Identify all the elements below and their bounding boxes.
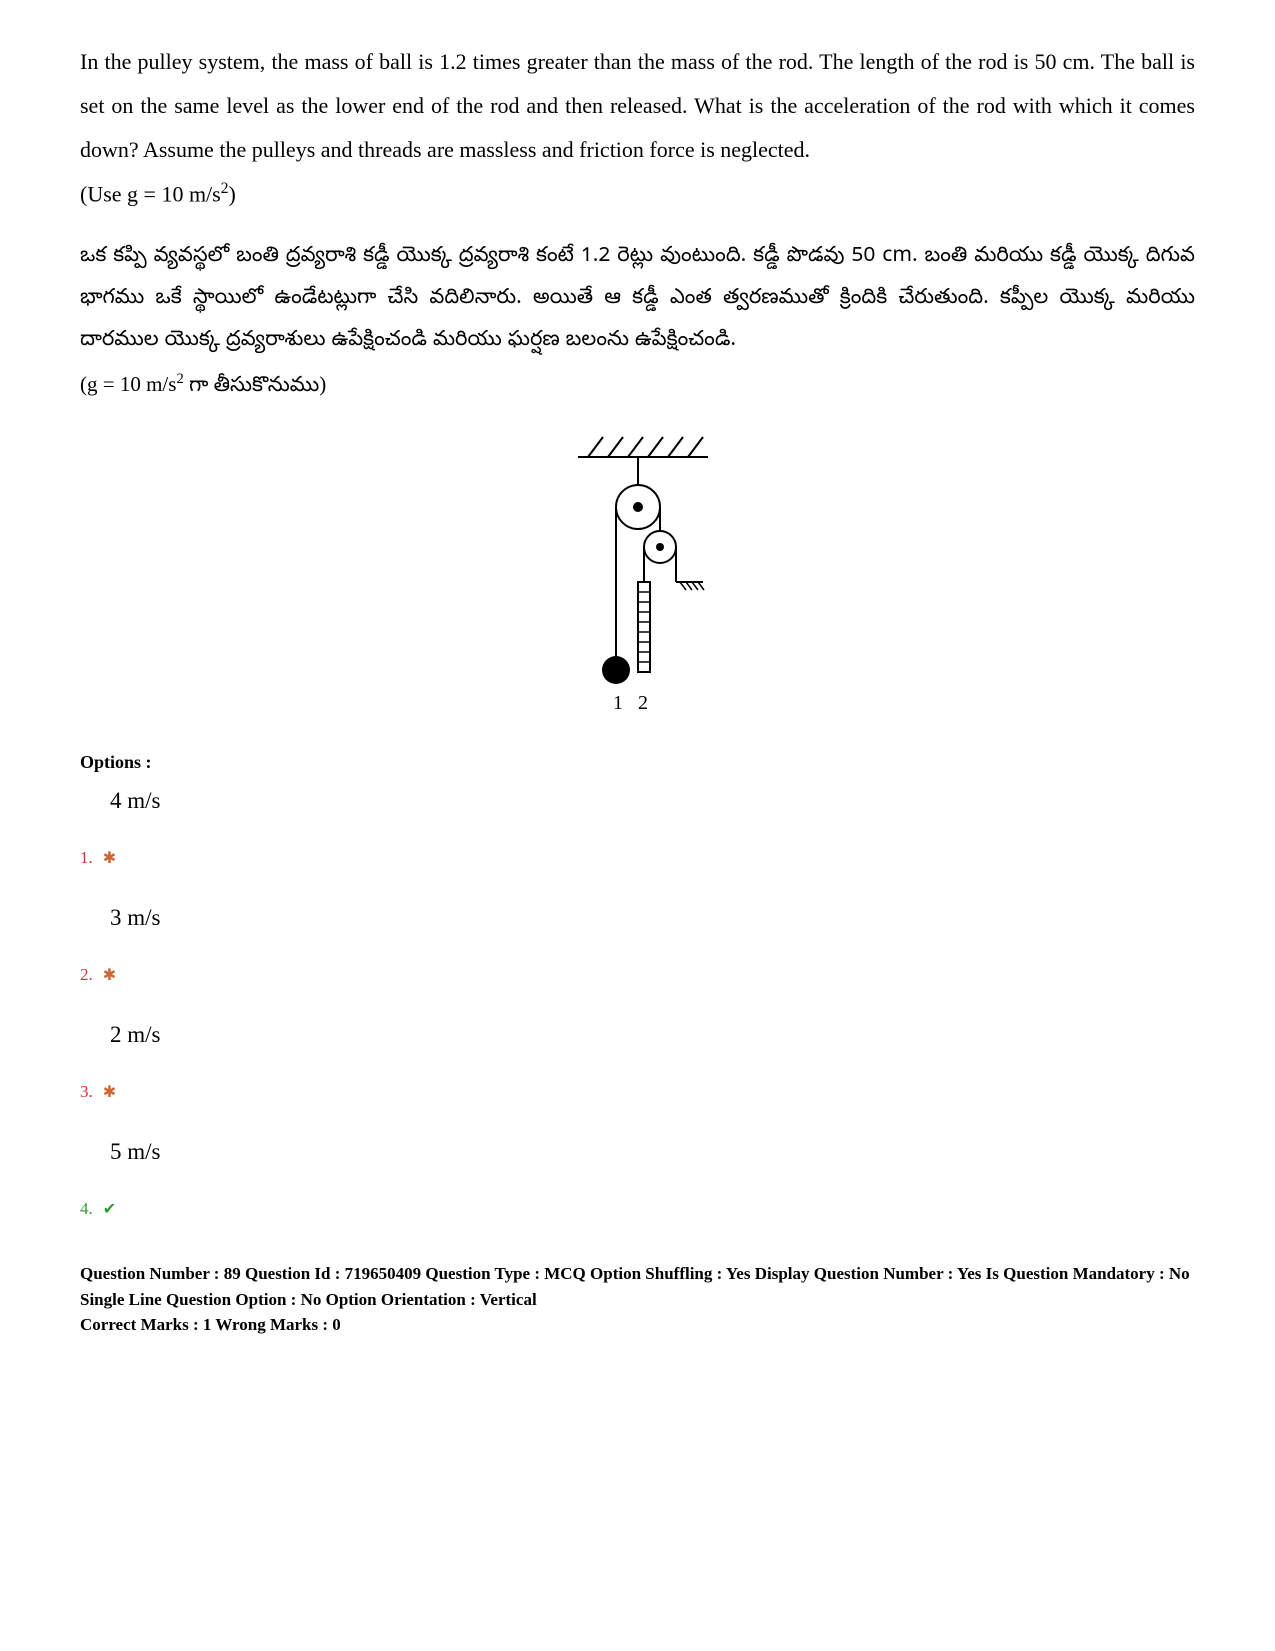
option-2: 3 m/s xyxy=(80,905,1195,965)
correct-mark-icon: ✔ xyxy=(103,1199,116,1221)
meta-line-1: Question Number : 89 Question Id : 71965… xyxy=(80,1261,1195,1312)
svg-text:1: 1 xyxy=(613,692,623,714)
question-english: In the pulley system, the mass of ball i… xyxy=(80,40,1195,172)
gravity-note-english: (Use g = 10 m/s2) xyxy=(80,180,1195,207)
svg-text:2: 2 xyxy=(638,692,648,714)
options-header: Options : xyxy=(80,752,1195,773)
pulley-diagram: 1 2 xyxy=(80,427,1195,722)
option-3-value: 2 m/s xyxy=(110,1022,160,1048)
wrong-mark-icon: ✱ xyxy=(103,848,116,870)
option-2-value: 3 m/s xyxy=(110,905,160,931)
meta-line-2: Correct Marks : 1 Wrong Marks : 0 xyxy=(80,1312,1195,1338)
option-1-number: 1. xyxy=(80,848,93,870)
option-1-value: 4 m/s xyxy=(110,788,160,814)
option-4-number: 4. xyxy=(80,1199,93,1221)
option-3: 2 m/s xyxy=(80,1022,1195,1082)
option-3-number: 3. xyxy=(80,1082,93,1104)
wrong-mark-icon: ✱ xyxy=(103,1082,116,1104)
option-4-value: 5 m/s xyxy=(110,1139,160,1165)
wrong-mark-icon: ✱ xyxy=(103,965,116,987)
option-4: 5 m/s xyxy=(80,1139,1195,1199)
gravity-note-telugu: (g = 10 m/s2 గా తీసుకొనుము) xyxy=(80,371,1195,402)
question-metadata: Question Number : 89 Question Id : 71965… xyxy=(80,1261,1195,1338)
option-2-number: 2. xyxy=(80,965,93,987)
option-1: 4 m/s xyxy=(80,788,1195,848)
question-telugu: ఒక కప్పి వ్యవస్థలో బంతి ద్రవ్యరాశి కడ్డీ… xyxy=(80,237,1195,363)
